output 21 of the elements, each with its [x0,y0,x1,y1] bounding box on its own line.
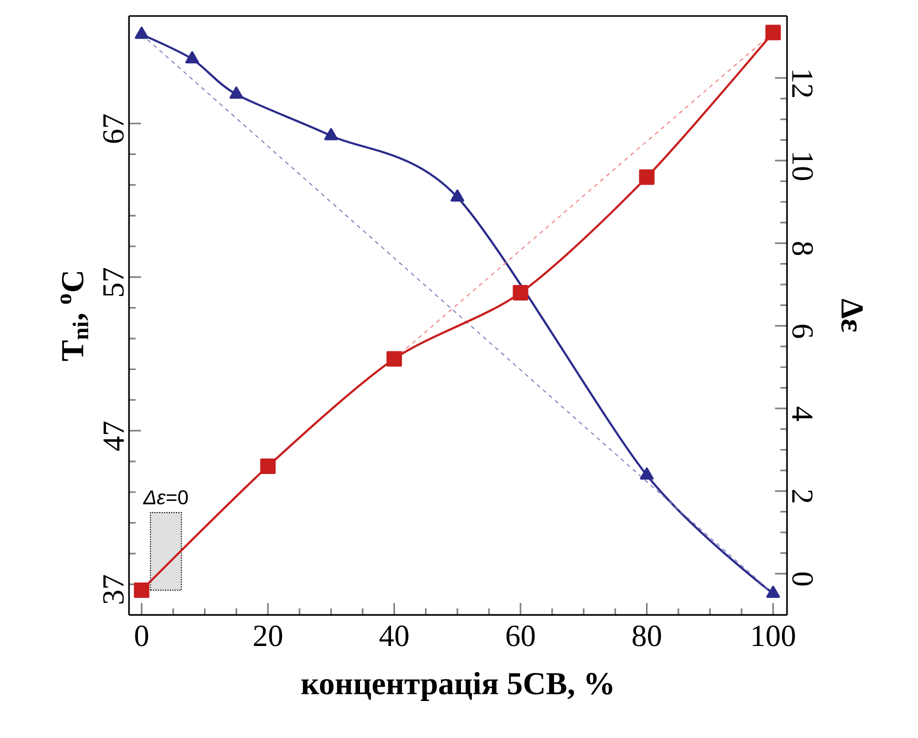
y2-tick-label: 12 [792,70,813,97]
y-tick-label: 57 [103,268,124,296]
y2-tick-label: 0 [792,572,813,586]
y2-tick-label: 2 [792,490,813,502]
y2-tick-label: 6 [792,324,813,338]
x-tick-label: 0 [135,626,148,646]
x-axis-title: концентрація 5CB, % [301,672,612,701]
y2-axis-title: Δε [841,299,863,332]
x-tick-label: 100 [752,626,795,646]
y-tick-label: 47 [104,422,124,451]
y-tick-label: 37 [103,575,124,604]
x-tick-label: 40 [379,626,408,646]
band-label: Δε=0 [142,490,188,504]
y-tick-label: 67 [103,114,124,143]
x-tick-label: 80 [632,626,661,646]
x-tick-label: 60 [506,626,535,646]
y2-tick-label: 10 [792,153,813,180]
y2-tick-label: 4 [792,406,812,421]
x-tick-label: 20 [254,626,282,646]
y-axis-title: T$_{ni}$, $^{o}$C [60,272,88,361]
y2-tick-label: 8 [792,242,813,256]
